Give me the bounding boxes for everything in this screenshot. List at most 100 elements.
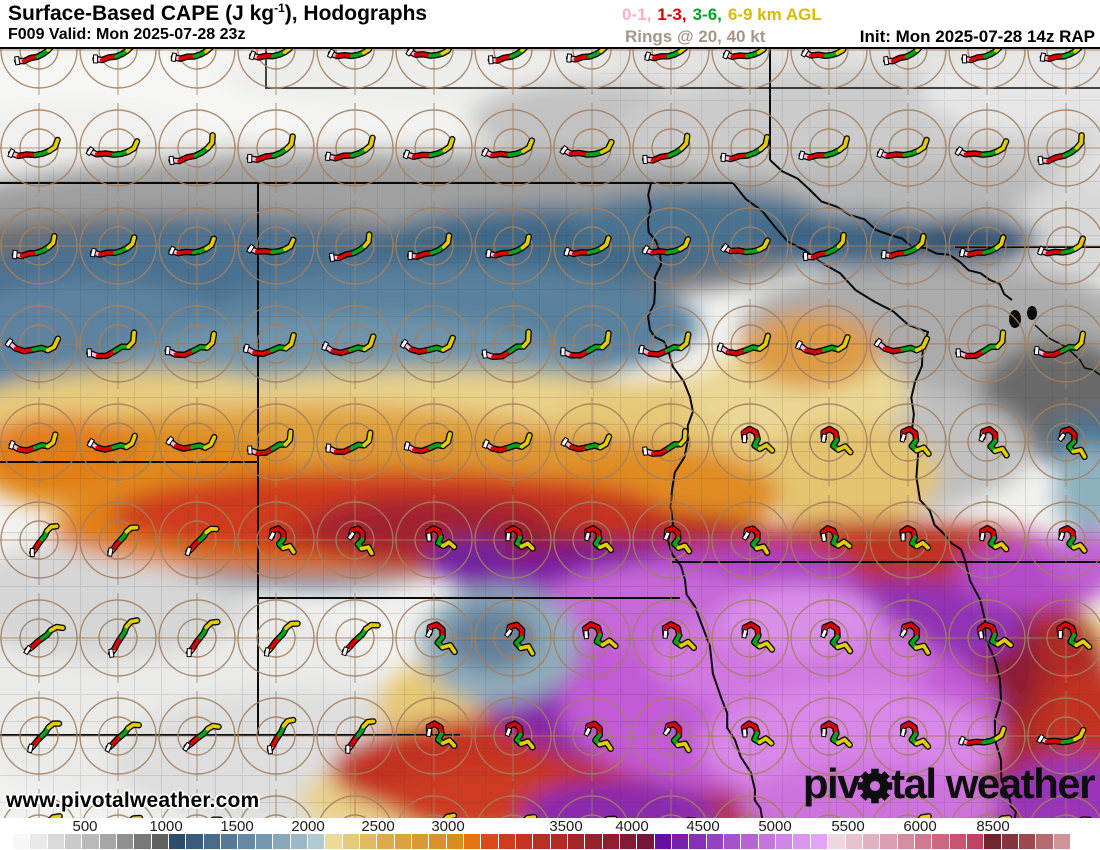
trace-6-9km [675,741,691,753]
trace-1-3km [822,622,840,639]
county-lines [0,167,1100,818]
trace-6-9km [125,47,135,53]
hodograph-trace [976,621,1014,649]
trace-3-6km [436,731,445,746]
trace-1-3km [977,622,997,637]
colorbar-cell [203,834,221,849]
colorbar-cell [99,834,117,849]
hodograph [82,789,154,818]
colorbar-cell [429,834,446,849]
ring-20kt [809,226,849,266]
trace-6-9km [598,434,611,450]
colorbar-cell [585,834,602,849]
colorbar-cell [758,834,776,849]
hodograph-trace [899,525,932,551]
trace-1-3km [728,248,748,254]
trace-1-3km [413,52,433,58]
ring-20kt [493,422,533,462]
storm-motion-marker [12,249,18,260]
ring-40kt [714,795,786,818]
colorbar-cell [290,834,307,849]
ring-20kt [730,618,770,658]
hodograph [310,47,400,95]
trace-6-9km [283,429,293,447]
trace-1-3km [506,721,523,737]
hodograph-trace [722,47,770,60]
trace-6-9km [520,815,537,818]
storm-motion-marker [742,434,748,444]
trace-6-9km [519,541,535,551]
ring-40kt [1027,501,1100,579]
storm-motion-marker [266,745,274,755]
hodograph-trace [263,620,301,657]
hodograph-trace [1036,726,1087,746]
hodograph-trace [1057,525,1088,554]
hodograph [1021,593,1100,683]
trace-6-9km [679,640,696,650]
storm-motion-marker [246,243,255,254]
storm-motion-marker [957,735,966,746]
ring-40kt [1027,697,1100,775]
trace-3-6km [435,634,445,650]
trace-1-3km [100,54,118,62]
trace-3-6km [35,48,51,59]
ring-20kt [651,128,691,168]
trace-6-9km [47,138,60,153]
storm-motion-marker [182,741,191,752]
storm-motion-marker [168,155,175,166]
ring-20kt [651,226,691,266]
storm-motion-marker [1036,245,1045,256]
hodograph-trace [584,525,615,554]
hodograph [231,397,321,487]
hodograph-trace [899,720,932,750]
hodograph [0,495,84,585]
colorbar-label: 2500 [361,818,395,835]
ring-20kt [98,422,138,462]
trace-6-9km [124,433,137,449]
trace-6-9km [519,739,535,750]
trace-1-3km [571,250,591,256]
hodograph-trace [167,235,218,257]
trace-3-6km [507,149,526,157]
trace-3-6km [191,345,210,353]
trace-3-6km [904,48,920,59]
trace-1-3km [112,635,124,651]
colorbar-label: 3500 [549,818,583,835]
trace-1-3km [1046,153,1067,164]
hodograph [863,691,953,781]
trace-6-9km [914,445,931,456]
hodograph [389,103,479,193]
ring-20kt [177,47,217,70]
hodograph-trace [740,720,775,747]
trace-1-3km [569,349,591,358]
hodograph [389,201,479,291]
hodograph-trace [267,525,297,556]
trace-3-6km [348,345,367,353]
ring-20kt [730,520,770,560]
ring-20kt [967,422,1007,462]
hodograph-trace [346,525,375,557]
trace-6-9km [363,623,380,631]
storm-motion-marker [4,337,14,348]
colorbar-cell [706,834,724,849]
storm-motion-marker [958,247,966,258]
colorbar-cell [689,834,706,849]
hodograph [152,397,242,487]
trace-6-9km [126,139,139,154]
hodograph [626,495,716,585]
colorbar-cell [932,834,949,849]
ring-20kt [414,520,454,560]
trace-3-6km [426,345,446,352]
trace-3-6km [269,345,288,353]
trace-6-9km [361,47,374,55]
trace-3-6km [428,148,447,158]
storm-motion-marker [92,54,99,64]
colorbar-cell [1001,834,1018,849]
hodograph-trace [876,136,930,160]
cape-hodograph-map[interactable]: www.pivotalweather.com piv tal weather [0,47,1100,819]
trace-3-6km [745,147,763,158]
colorbar-cell [672,834,689,849]
storm-motion-marker [899,727,907,738]
hodograph-trace [246,236,297,256]
storm-motion-marker [820,433,827,443]
